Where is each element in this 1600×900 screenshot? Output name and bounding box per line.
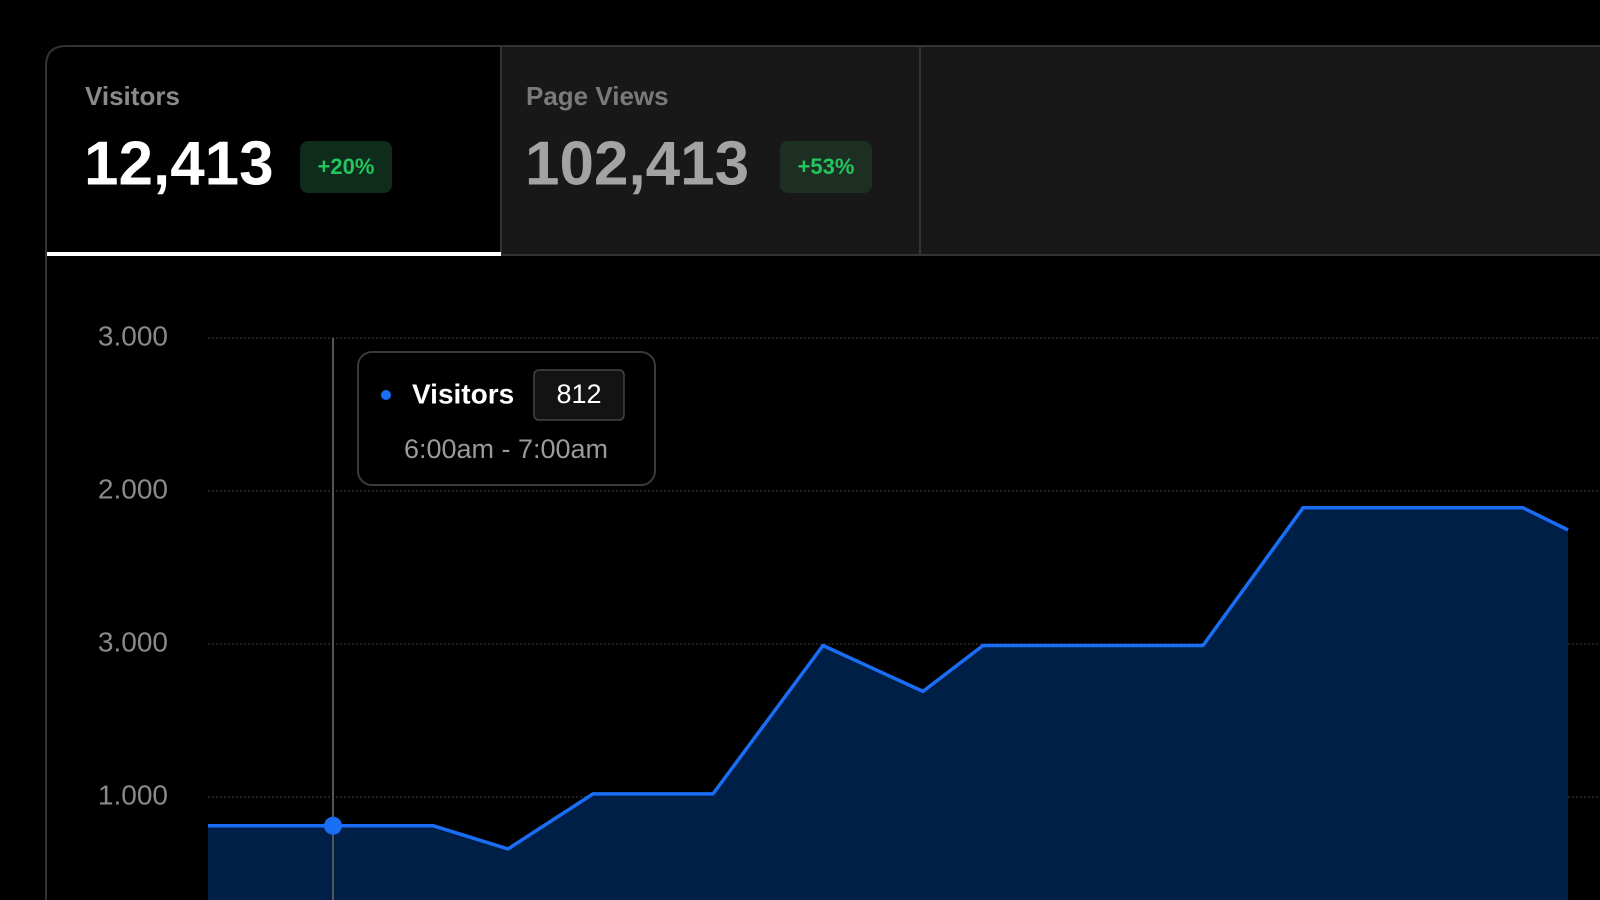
- tab-inactive-bg[interactable]: [501, 47, 1600, 255]
- change-text: +20%: [318, 154, 375, 179]
- tooltip-dot: [381, 390, 391, 400]
- change-text: +53%: [798, 154, 855, 179]
- change-badge: [300, 141, 392, 193]
- tab-active-bg[interactable]: [47, 47, 501, 255]
- chart: 3.000 2.000 3.000 1.000 Visitors 812 6:00am - …: [98, 320, 1600, 900]
- tab-label: Visitors: [85, 81, 180, 111]
- line: [208, 506, 1569, 851]
- tab-underline: [47, 252, 501, 256]
- tooltip-series: Visitors: [412, 378, 514, 409]
- tooltip-range: 6:00am - 7:00am: [404, 434, 608, 464]
- y-tick-label: 1.000: [98, 779, 168, 810]
- tooltip-value-box: [533, 369, 625, 421]
- y-tick-label: 2.000: [98, 473, 168, 504]
- hover-point: [324, 816, 342, 835]
- y-tick-label: 3.000: [98, 626, 168, 657]
- area: [208, 507, 1568, 900]
- tooltip-value: 812: [556, 379, 601, 409]
- y-tick-label: 3.000: [98, 320, 168, 351]
- card-border: [45, 45, 1600, 900]
- tab-value: 102,413: [525, 129, 749, 198]
- tab-label: Page Views: [526, 81, 669, 111]
- change-badge: [780, 141, 872, 193]
- tab-value: 12,413: [84, 129, 274, 198]
